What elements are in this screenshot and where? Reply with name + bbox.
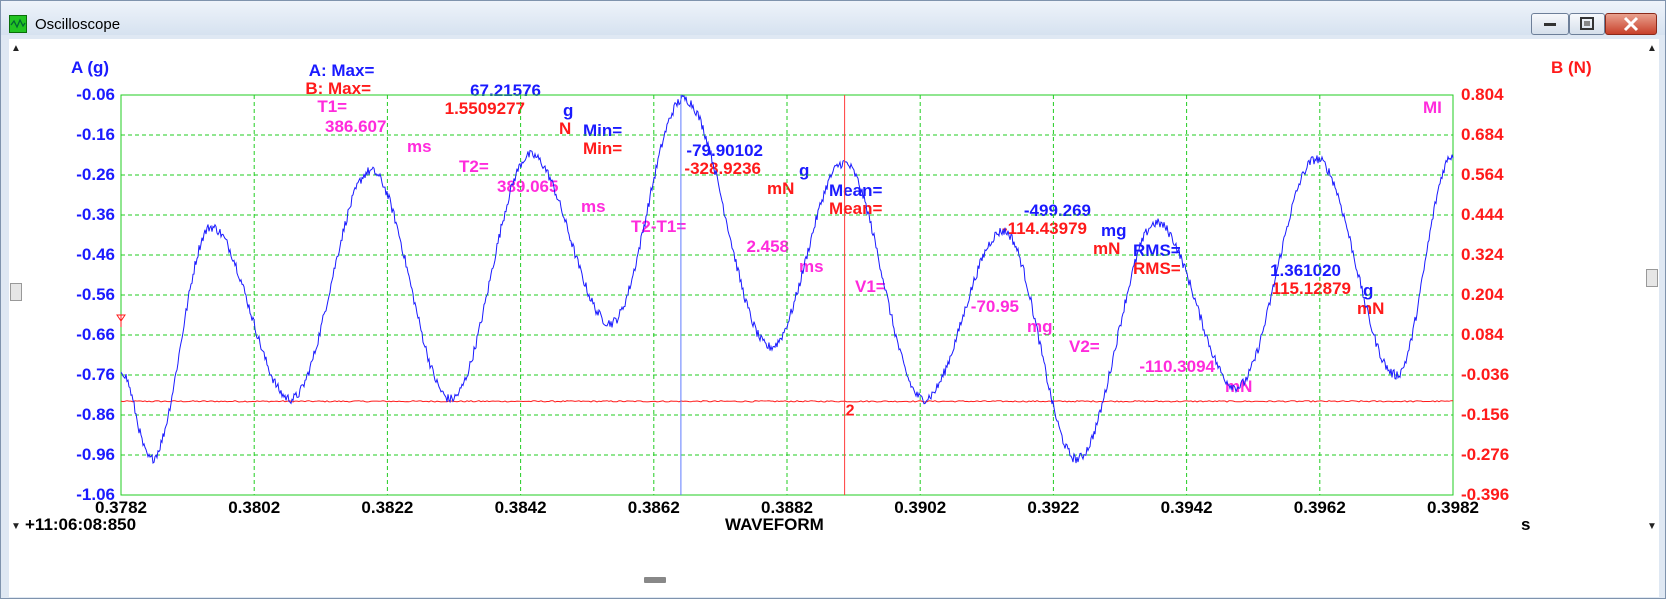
right-tick-label: 0.804 [1461,85,1504,104]
v1-value: -70.95 [970,297,1019,316]
maximize-button[interactable] [1569,13,1605,35]
a-rms-value: 1.361020 [1270,261,1341,280]
marker-label: MI [1423,98,1442,117]
left-tick-label: -0.76 [76,365,115,384]
x-axis-unit: s [1521,515,1531,534]
x-tick-label: 0.3882 [761,498,813,517]
a-max-unit: g [563,101,574,120]
right-tick-label: 0.684 [1461,125,1504,144]
b-mean-unit: mN [1093,239,1121,258]
left-tick-label: -0.06 [76,85,115,104]
waveform-plot[interactable]: 2 MI [9,39,1659,597]
right-scrollbar[interactable]: ▲ ▼ [1645,43,1659,598]
left-tick-label: -0.46 [76,245,115,264]
b-min-unit: mN [767,179,795,198]
right-tick-label: -0.276 [1461,445,1510,464]
horizontal-scroll-grip[interactable] [644,577,666,583]
start-timestamp: +11:06:08:850 [25,515,137,534]
left-tick-label: -0.36 [76,205,115,224]
channel-a-trace [120,94,1454,464]
left-scrollbar[interactable]: ▲ ▼ [9,43,23,598]
x-tick-label: 0.3862 [627,498,680,517]
t1-value: 386.607 [325,117,387,136]
cursor-readout: T1= 386.607 ms T2= 389.065 ms T2-T1= 2.4… [289,77,1252,417]
right-axis-title: B (N) [1551,58,1592,77]
x-tick-label: 0.3802 [228,498,281,517]
right-tick-label: 0.564 [1461,165,1504,184]
channel-b-trace [120,400,1454,403]
close-icon [1623,16,1639,32]
x-tick-label: 0.3922 [1027,498,1080,517]
oscilloscope-app-icon [9,15,27,33]
dt-label: T2-T1= [631,217,687,236]
b-max-value: 1.5509277 [444,99,525,118]
a-min-value: -79.90102 [686,141,763,160]
right-tick-label: -0.396 [1461,485,1510,504]
t2-value: 389.065 [497,177,559,196]
left-tick-label: -0.66 [76,325,115,344]
channel-b-stats: B: Max= 1.5509277 N Min= -328.9236 mN Me… [277,59,1384,339]
dt-value: 2.458 [746,237,789,256]
left-tick-label: -0.26 [76,165,115,184]
x-tick-label: 0.3902 [894,498,947,517]
x-tick-label: 0.3782 [95,498,147,517]
oscilloscope-panel: ▲ ▼ ▲ ▼ A: Max= 67.21576 g Min= -79.9010… [9,39,1659,597]
x-tick-label: 0.3942 [1160,498,1213,517]
b-rms-value: 115.12879 [1271,279,1351,298]
b-max-label: B: Max= [305,79,372,98]
t1-label: T1= [317,97,348,116]
x-tick-label: 0.3842 [494,498,547,517]
b-rms-unit: mN [1357,299,1385,318]
left-tick-label: -1.06 [76,485,115,504]
right-scroll-up-arrow-icon[interactable]: ▲ [1647,43,1657,54]
v2-value: -110.3094 [1139,357,1215,376]
x-tick-label: 0.3822 [361,498,414,517]
x-tick-label: 0.3982 [1427,498,1479,517]
maximize-icon [1580,17,1594,30]
right-tick-label: 0.324 [1461,245,1504,264]
v1-label: V1= [855,277,886,296]
left-scroll-thumb[interactable] [10,283,22,301]
left-axis-title: A (g) [71,58,110,77]
right-tick-label: 0.084 [1461,325,1504,344]
a-mean-unit: mg [1101,221,1127,240]
t1-unit: ms [407,137,432,156]
left-tick-label: -0.56 [76,285,115,304]
v1-unit: mg [1027,317,1053,336]
right-scroll-down-arrow-icon[interactable]: ▼ [1647,521,1657,532]
cursor-2-label: 2 [846,402,855,419]
a-max-label: A: Max= [308,61,375,80]
right-scroll-thumb[interactable] [1646,269,1658,287]
minimize-icon [1544,23,1556,26]
a-rms-unit: g [1363,281,1374,300]
left-tick-label: -0.16 [76,125,115,144]
title-bar[interactable]: Oscilloscope [1,1,1665,35]
t2-label: T2= [459,157,489,176]
a-mean-label: Mean= [829,181,883,200]
close-button[interactable] [1605,13,1657,35]
scroll-up-arrow-icon[interactable]: ▲ [11,43,21,54]
b-max-unit: N [559,119,572,138]
left-tick-label: -0.86 [76,405,115,424]
a-min-unit: g [799,161,810,180]
x-axis-title: WAVEFORM [725,515,824,534]
b-rms-label: RMS= [1133,259,1181,278]
b-min-label: Min= [583,139,623,158]
b-min-value: -328.9236 [684,159,761,178]
right-tick-label: 0.444 [1461,205,1504,224]
right-tick-label: -0.036 [1461,365,1510,384]
left-tick-label: -0.96 [76,445,115,464]
b-mean-value: -114.43979 [1001,219,1087,238]
right-tick-label: 0.204 [1461,285,1504,304]
x-tick-label: 0.3962 [1293,498,1346,517]
trigger-arrow-icon [116,314,126,327]
minimize-button[interactable] [1531,13,1569,35]
window-title: Oscilloscope [35,16,121,33]
v2-label: V2= [1069,337,1100,356]
scroll-down-arrow-icon[interactable]: ▼ [11,521,21,532]
t2-unit: ms [581,197,606,216]
right-tick-label: -0.156 [1461,405,1510,424]
